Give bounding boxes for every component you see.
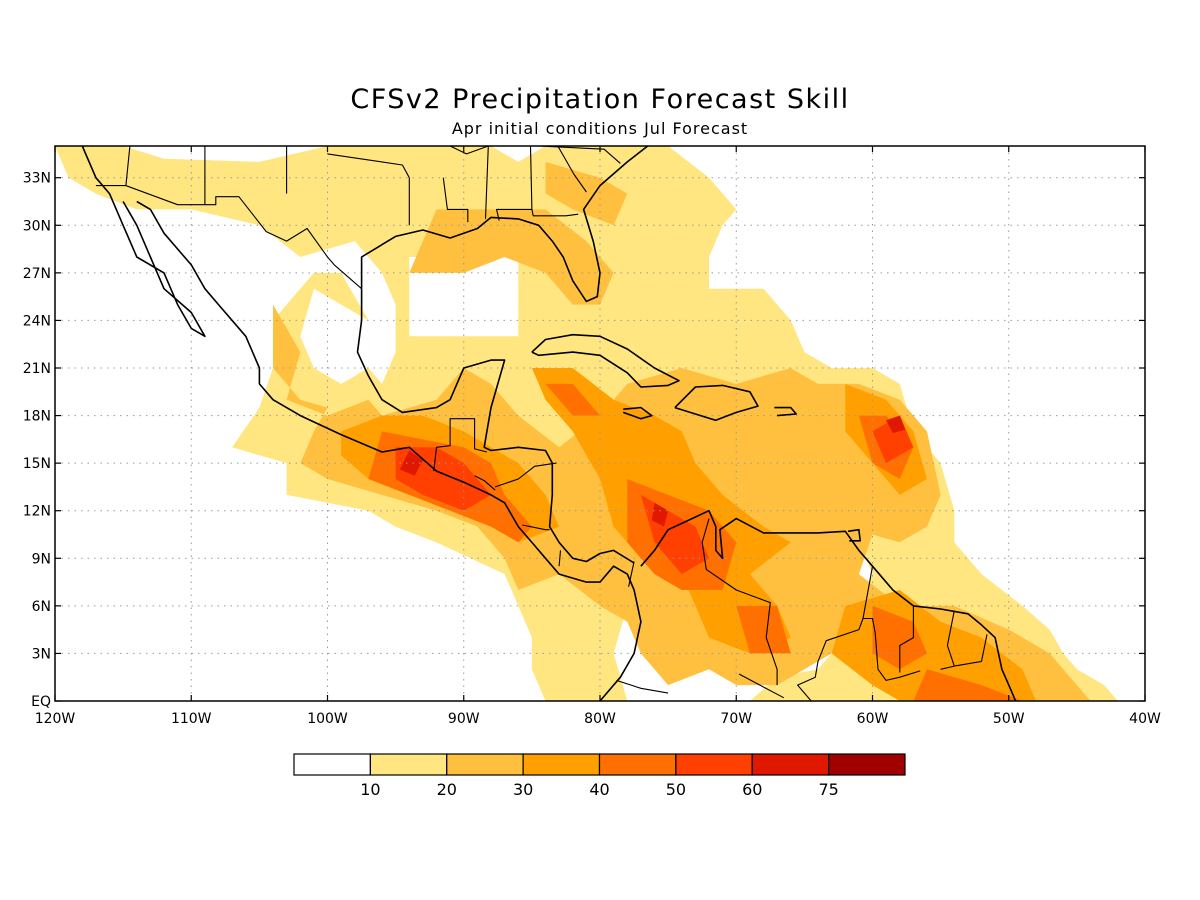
border-20 [442,177,469,223]
border-21 [449,146,489,155]
skill-region-10 [545,161,628,226]
border-14 [738,673,785,699]
x-tick-label-4: 80W [584,711,616,727]
political-borders [95,146,988,701]
colorbar-label-2: 30 [513,780,533,799]
y-tick-label-5: 15N [23,456,51,472]
y-tick-label-7: 21N [23,361,51,377]
y-tick-label-3: 9N [32,551,51,567]
x-tick-label-1: 110W [171,711,212,727]
colorbar-box-4 [598,753,677,776]
y-tick-label-1: 3N [32,646,51,662]
border-2 [474,475,496,491]
coastline-1 [136,200,642,701]
skill-region-17 [545,383,600,416]
border-9 [899,605,914,673]
colorbar-label-6: 75 [818,780,838,799]
skill-shading [55,146,1118,701]
border-12 [797,618,864,701]
skill-region-26 [651,502,669,527]
colorbar-label-0: 10 [360,780,380,799]
x-tick-label-5: 70W [720,711,752,727]
border-23 [495,146,533,221]
colorbar-box-6 [751,753,830,776]
coastline-5 [531,333,680,388]
border-24 [531,209,579,217]
colorbar-box-3 [522,753,601,776]
colorbar-box-5 [675,753,753,776]
border-10 [940,610,955,670]
coastline-7 [622,406,653,420]
border-18 [327,153,410,178]
colorbar: 10 20 30 40 50 60 75 [293,753,906,799]
border-5 [558,550,562,567]
colorbar-label-4: 50 [666,780,686,799]
colorbar-box-2 [446,753,524,776]
coastline-0 [81,146,206,338]
coastline-4 [360,146,649,303]
border-0 [95,185,362,290]
border-6 [628,561,635,587]
y-tick-label-4: 12N [23,504,51,520]
coastline-9 [847,528,862,542]
skill-region-25 [399,450,423,476]
x-tick-label-2: 100W [307,711,348,727]
colorbar-label-5: 60 [742,780,762,799]
chart-title: CFSv2 Precipitation Forecast Skill [350,84,850,115]
skill-region-9 [409,209,614,305]
y-tick-label-0: EQ [31,694,51,710]
border-13 [616,679,669,694]
colorbar-label-3: 40 [589,780,609,799]
y-tick-label-10: 30N [23,218,51,234]
border-15 [125,146,131,186]
colorbar-label-1: 20 [437,780,457,799]
border-7 [701,518,778,686]
colorbar-box-7 [828,753,906,776]
colorbar-box-1 [369,753,448,776]
x-tick-label-6: 60W [857,711,889,727]
x-tick-label-8: 40W [1129,711,1161,727]
coastline-3 [356,288,635,564]
y-tick-label-6: 18N [23,409,51,425]
y-tick-label-8: 24N [23,313,51,329]
border-25 [557,146,587,193]
border-3 [494,462,557,488]
y-tick-label-9: 27N [23,266,51,282]
colorbar-box-0 [293,753,371,776]
skill-region-19 [736,605,791,654]
skill-region-27 [886,415,906,433]
chart-subtitle: Apr initial conditions Jul Forecast [451,119,749,138]
border-26 [538,146,621,164]
skill-region-21 [913,669,1023,701]
x-tick-label-0: 120W [35,711,76,727]
border-4 [522,524,550,531]
border-22 [484,146,489,219]
border-11 [954,634,988,667]
coastlines [81,146,1017,701]
coastline-8 [774,406,798,417]
x-tick-label-7: 50W [993,711,1025,727]
border-8 [862,566,921,681]
skill-region-1 [300,288,369,384]
grid-lines [55,146,1145,701]
x-tick-label-3: 90W [448,711,480,727]
coastline-2 [640,509,1017,701]
axis-ticks: 120W 110W 100W 90W 80W 70W 60W 50W 40W EQ 3N 6N 9N 12… [23,146,1161,727]
border-1 [433,418,488,472]
y-tick-label-2: 6N [32,599,51,615]
y-tick-label-11: 33N [23,171,51,187]
coastline-6 [674,384,759,422]
